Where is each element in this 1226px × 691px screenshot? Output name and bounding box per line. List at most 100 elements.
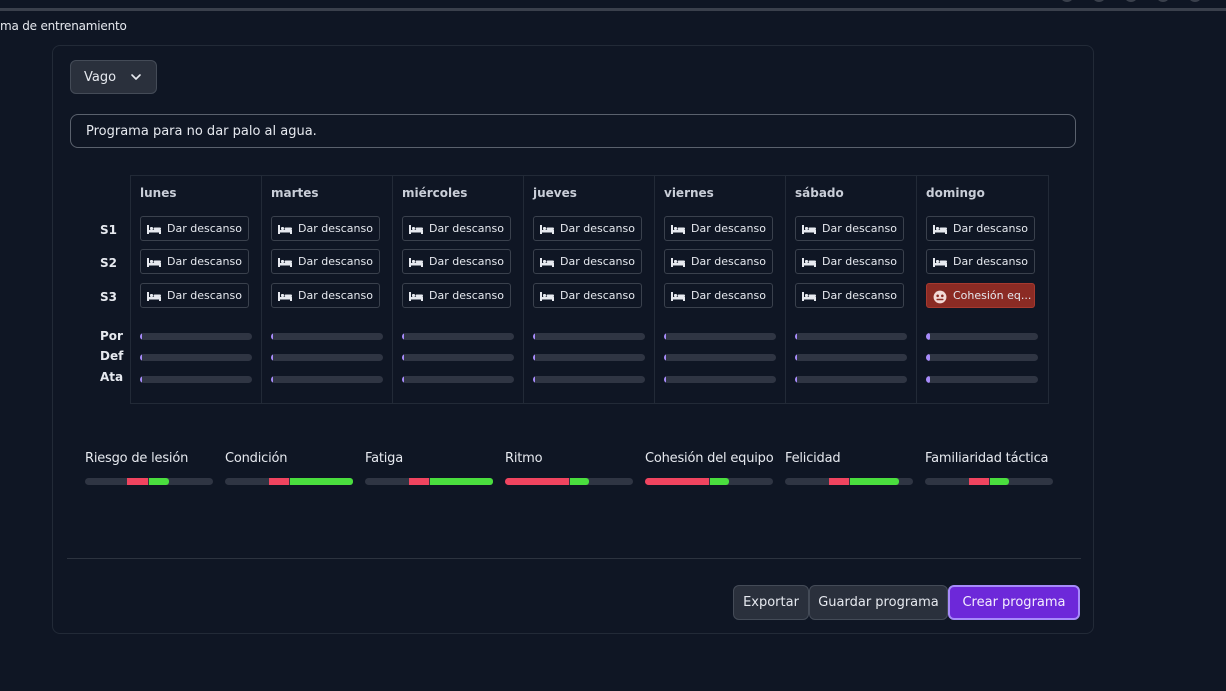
metric-negative-segment bbox=[645, 478, 709, 485]
metric-label: Ritmo bbox=[505, 451, 543, 466]
create-program-button[interactable]: Crear programa bbox=[948, 585, 1080, 620]
session-slot[interactable]: Dar descanso bbox=[271, 216, 380, 241]
session-slot-label: Dar descanso bbox=[167, 289, 242, 302]
metric-label: Felicidad bbox=[785, 451, 841, 466]
metric-negative-segment bbox=[268, 478, 289, 485]
session-slot[interactable]: Dar descanso bbox=[664, 216, 773, 241]
bed-icon bbox=[540, 290, 554, 302]
session-slot[interactable]: Dar descanso bbox=[402, 283, 511, 308]
metrics-summary: Riesgo de lesión Condición Fatiga Ritmo Cohe… bbox=[85, 451, 1075, 491]
window-control-icon[interactable] bbox=[1188, 0, 1202, 2]
session-slot[interactable]: Dar descanso bbox=[533, 249, 642, 274]
session-slot[interactable]: Dar descanso bbox=[533, 283, 642, 308]
bed-icon bbox=[671, 290, 685, 302]
load-bar bbox=[926, 376, 1038, 383]
bed-icon bbox=[671, 223, 685, 235]
session-slot[interactable]: Dar descanso bbox=[664, 283, 773, 308]
program-description-input[interactable] bbox=[70, 114, 1076, 148]
metric-positive-segment bbox=[710, 478, 730, 485]
metric-label: Cohesión del equipo bbox=[645, 451, 774, 466]
session-label: S1 bbox=[100, 223, 117, 237]
metric-label: Riesgo de lesión bbox=[85, 451, 189, 466]
load-bar-fill bbox=[140, 376, 143, 383]
load-bar-fill bbox=[140, 333, 143, 340]
load-bar-fill bbox=[926, 376, 931, 383]
metric-positive-segment bbox=[850, 478, 899, 485]
load-bar bbox=[664, 354, 776, 361]
load-bar-fill bbox=[271, 333, 274, 340]
load-bar-fill bbox=[795, 376, 798, 383]
session-slot-label: Dar descanso bbox=[560, 222, 635, 235]
day-name: domingo bbox=[926, 186, 985, 200]
bed-icon bbox=[278, 223, 292, 235]
session-slot-label: Dar descanso bbox=[822, 255, 897, 268]
metric-bar bbox=[645, 478, 773, 485]
bed-icon bbox=[802, 223, 816, 235]
window-control-icon[interactable] bbox=[1092, 0, 1106, 2]
session-slot-label: Dar descanso bbox=[691, 289, 766, 302]
load-bar bbox=[271, 333, 383, 340]
metric-negative-segment bbox=[127, 478, 148, 485]
day-column: viernes Dar descanso Dar descanso Dar desca… bbox=[655, 176, 786, 403]
session-slot[interactable]: Dar descanso bbox=[271, 249, 380, 274]
metric-negative-segment bbox=[505, 478, 569, 485]
session-slot[interactable]: Dar descanso bbox=[402, 249, 511, 274]
profile-select[interactable]: Vago bbox=[70, 60, 157, 94]
session-slot[interactable]: Dar descanso bbox=[926, 249, 1035, 274]
day-column: sábado Dar descanso Dar descanso Dar descan… bbox=[786, 176, 917, 403]
load-bar bbox=[533, 354, 645, 361]
metric-bar bbox=[785, 478, 913, 485]
session-slot[interactable]: Dar descanso bbox=[795, 249, 904, 274]
window-control-icon[interactable] bbox=[1124, 0, 1138, 2]
metric-label: Condición bbox=[225, 451, 288, 466]
window-control-icon[interactable] bbox=[1156, 0, 1170, 2]
metric-item: Condición bbox=[225, 451, 353, 485]
session-slot[interactable]: Dar descanso bbox=[795, 216, 904, 241]
session-slot[interactable]: Dar descanso bbox=[664, 249, 773, 274]
load-bar bbox=[271, 376, 383, 383]
session-slot-label: Dar descanso bbox=[429, 222, 504, 235]
session-slot[interactable]: Dar descanso bbox=[271, 283, 380, 308]
top-icons bbox=[1060, 0, 1202, 2]
load-bar bbox=[271, 354, 383, 361]
bed-icon bbox=[409, 256, 423, 268]
session-slot-label: Dar descanso bbox=[953, 222, 1028, 235]
window-control-icon[interactable] bbox=[1060, 0, 1074, 2]
metric-negative-segment bbox=[408, 478, 429, 485]
load-bar bbox=[140, 376, 252, 383]
program-panel: Vago S1 S2 S3 Por Def Ata lunes Dar desca… bbox=[52, 45, 1094, 634]
session-slot-label: Dar descanso bbox=[560, 289, 635, 302]
save-program-button[interactable]: Guardar programa bbox=[809, 585, 948, 620]
session-slot[interactable]: Dar descanso bbox=[402, 216, 511, 241]
chevron-down-icon bbox=[131, 74, 141, 80]
day-name: viernes bbox=[664, 186, 714, 200]
session-slot[interactable]: Dar descanso bbox=[140, 249, 249, 274]
session-slot[interactable]: Cohesión eq... bbox=[926, 283, 1035, 308]
load-bar bbox=[926, 333, 1038, 340]
session-slot[interactable]: Dar descanso bbox=[140, 216, 249, 241]
load-bar-fill bbox=[664, 333, 667, 340]
session-label: S3 bbox=[100, 290, 117, 304]
day-name: jueves bbox=[533, 186, 577, 200]
bed-icon bbox=[933, 256, 947, 268]
day-column: miércoles Dar descanso Dar descanso Dar des… bbox=[393, 176, 524, 403]
bed-icon bbox=[409, 223, 423, 235]
load-bar-fill bbox=[795, 354, 798, 361]
load-bar bbox=[402, 354, 514, 361]
metric-label: Familiaridad táctica bbox=[925, 451, 1049, 466]
day-name: lunes bbox=[140, 186, 177, 200]
session-slot[interactable]: Dar descanso bbox=[926, 216, 1035, 241]
day-name: martes bbox=[271, 186, 319, 200]
day-name: sábado bbox=[795, 186, 844, 200]
load-bar-fill bbox=[664, 376, 667, 383]
load-bar-fill bbox=[140, 354, 143, 361]
bed-icon bbox=[409, 290, 423, 302]
session-slot[interactable]: Dar descanso bbox=[795, 283, 904, 308]
session-slot[interactable]: Dar descanso bbox=[533, 216, 642, 241]
session-slot[interactable]: Dar descanso bbox=[140, 283, 249, 308]
export-button[interactable]: Exportar bbox=[733, 585, 809, 620]
metric-positive-segment bbox=[290, 478, 353, 485]
metric-item: Felicidad bbox=[785, 451, 913, 485]
bed-icon bbox=[802, 290, 816, 302]
line-label: Ata bbox=[100, 370, 124, 384]
